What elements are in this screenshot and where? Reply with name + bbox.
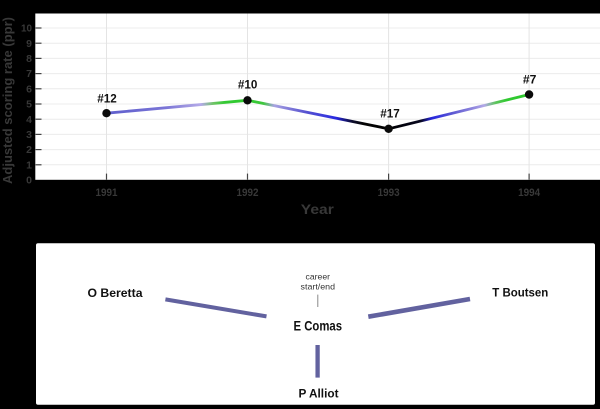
svg-text:10: 10 bbox=[21, 23, 32, 35]
svg-text:1993: 1993 bbox=[378, 187, 400, 199]
svg-text:1991: 1991 bbox=[96, 187, 118, 199]
svg-text:Adjusted scoring rate (ppr): Adjusted scoring rate (ppr) bbox=[1, 17, 15, 184]
svg-text:1: 1 bbox=[26, 159, 32, 171]
svg-text:#12: #12 bbox=[97, 93, 117, 105]
svg-text:2: 2 bbox=[26, 144, 32, 156]
svg-text:O Beretta: O Beretta bbox=[88, 286, 143, 300]
svg-text:3: 3 bbox=[26, 129, 32, 141]
svg-text:Year: Year bbox=[301, 201, 335, 217]
svg-text:4: 4 bbox=[26, 114, 32, 126]
svg-text:start/end: start/end bbox=[301, 282, 336, 292]
svg-text:P Alliot: P Alliot bbox=[299, 387, 339, 401]
svg-text:#17: #17 bbox=[380, 109, 400, 121]
svg-text:6: 6 bbox=[26, 83, 32, 95]
svg-text:9: 9 bbox=[26, 38, 32, 50]
svg-text:#7: #7 bbox=[523, 75, 537, 87]
svg-text:career: career bbox=[306, 272, 331, 282]
svg-text:1992: 1992 bbox=[237, 187, 259, 199]
svg-text:8: 8 bbox=[26, 53, 32, 65]
svg-text:0: 0 bbox=[26, 175, 32, 187]
svg-text:1994: 1994 bbox=[518, 187, 541, 199]
svg-text:5: 5 bbox=[26, 99, 32, 111]
svg-text:T Boutsen: T Boutsen bbox=[492, 286, 548, 300]
svg-text:E Comas: E Comas bbox=[294, 319, 343, 334]
svg-text:#10: #10 bbox=[238, 80, 258, 92]
svg-text:7: 7 bbox=[26, 68, 32, 80]
